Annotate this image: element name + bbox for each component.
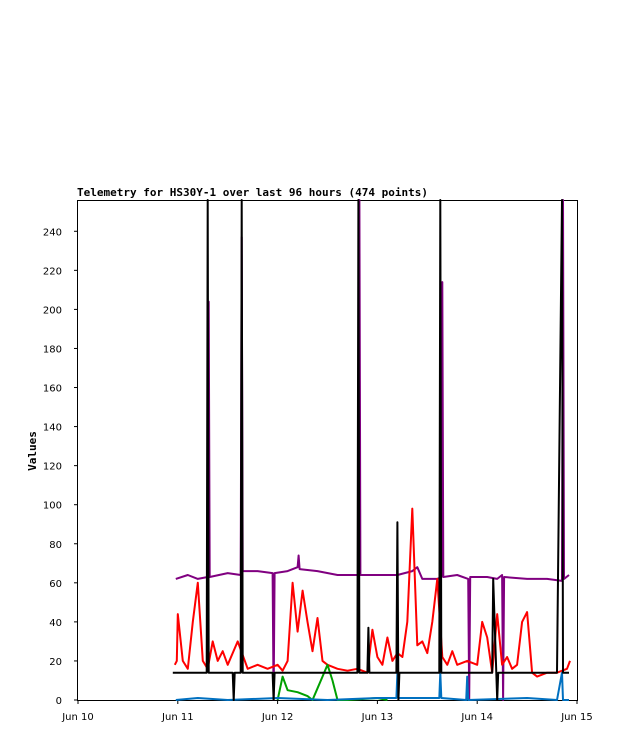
chart-title: Telemetry for HS30Y-1 over last 96 hours… bbox=[77, 186, 428, 199]
x-tick-label: Jun 15 bbox=[560, 712, 593, 723]
y-tick-label: 180 bbox=[43, 344, 62, 355]
x-tick-label: Jun 14 bbox=[460, 712, 493, 723]
y-tick-label: 120 bbox=[43, 462, 62, 473]
series-line-5 bbox=[172, 199, 569, 701]
series-line-2 bbox=[173, 507, 571, 678]
series-line-3 bbox=[276, 663, 388, 701]
x-tick-label: Jun 12 bbox=[261, 712, 294, 723]
y-tick-label: 60 bbox=[49, 579, 62, 590]
y-tick-label: 200 bbox=[43, 305, 62, 316]
x-axis: Jun 10 Jun 11 Jun 12 Jun 13 Jun 14 Jun 15 bbox=[61, 700, 593, 723]
y-tick-label: 20 bbox=[49, 657, 62, 668]
y-axis-label: Values bbox=[26, 431, 39, 471]
series-line-1 bbox=[175, 199, 570, 701]
x-tick-label: Jun 11 bbox=[161, 712, 194, 723]
y-tick-label: 220 bbox=[43, 266, 62, 277]
y-tick-label: 100 bbox=[43, 501, 62, 512]
y-tick-label: 240 bbox=[43, 227, 62, 238]
y-tick-label: 160 bbox=[43, 384, 62, 395]
series-layer bbox=[172, 199, 571, 701]
y-tick-label: 140 bbox=[43, 423, 62, 434]
x-tick-label: Jun 10 bbox=[61, 712, 94, 723]
y-axis: 0 20 40 60 80 100 120 140 160 180 200 220 240 bbox=[43, 227, 78, 707]
y-tick-label: 80 bbox=[49, 540, 62, 551]
y-tick-label: 0 bbox=[56, 696, 62, 707]
y-tick-label: 40 bbox=[49, 618, 62, 629]
x-tick-label: Jun 13 bbox=[361, 712, 394, 723]
series-line-4 bbox=[175, 671, 569, 701]
